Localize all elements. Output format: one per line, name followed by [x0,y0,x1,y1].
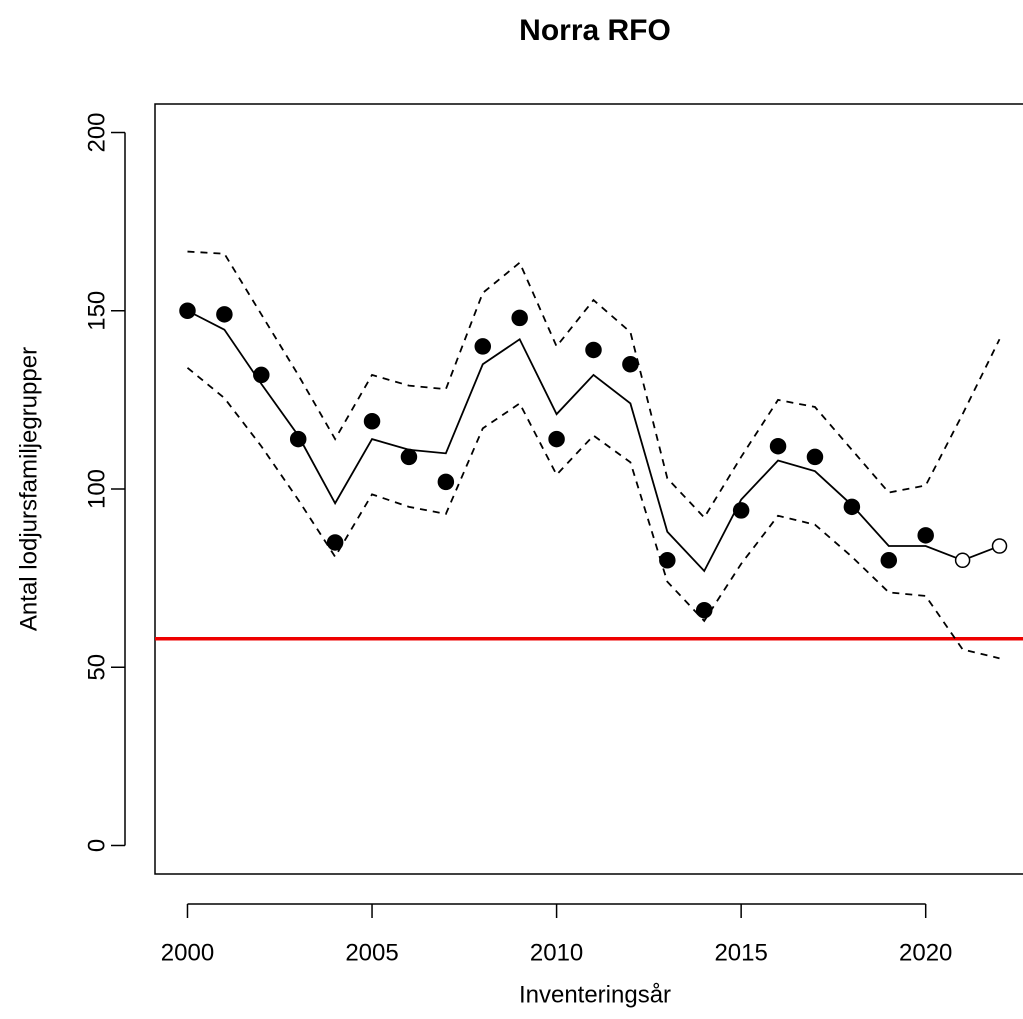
data-point [991,538,1008,554]
data-point [326,534,344,551]
x-axis-title: Inventeringsår [519,981,671,1008]
y-axis-title: Antal lodjursfamiljegrupper [15,347,42,631]
data-point [585,341,602,359]
plot-frame [154,103,1023,875]
data-point [659,552,676,569]
data-point [769,437,787,455]
y-tick-label: 150 [83,291,110,331]
x-tick-label: 2000 [161,939,214,966]
data-point [548,430,565,448]
data-point [880,552,898,569]
series-line [187,250,1001,519]
series-line [186,367,1000,660]
y-tick-label: 50 [83,654,110,681]
x-tick-label: 2010 [530,939,583,966]
data-point [289,430,307,448]
chart-title: Norra RFO [519,14,671,47]
data-point [400,448,418,466]
x-tick-label: 2020 [899,939,952,966]
data-point [216,306,233,323]
y-tick-label: 200 [83,112,110,152]
data-point [695,601,713,619]
data-point [474,338,492,355]
series-line [187,309,1000,573]
x-tick-label: 2005 [345,939,398,966]
data-point [363,413,381,430]
data-point [253,366,270,384]
data-point [917,527,934,544]
data-point [437,473,455,491]
x-tick-label: 2015 [714,939,767,966]
data-point [511,309,528,327]
data-point [806,448,824,466]
data-point [732,502,750,519]
data-point [622,355,639,373]
y-tick-label: 100 [83,469,110,509]
y-tick-label: 0 [83,839,110,852]
data-point [954,552,971,569]
data-point [843,498,861,516]
data-point [179,302,196,320]
